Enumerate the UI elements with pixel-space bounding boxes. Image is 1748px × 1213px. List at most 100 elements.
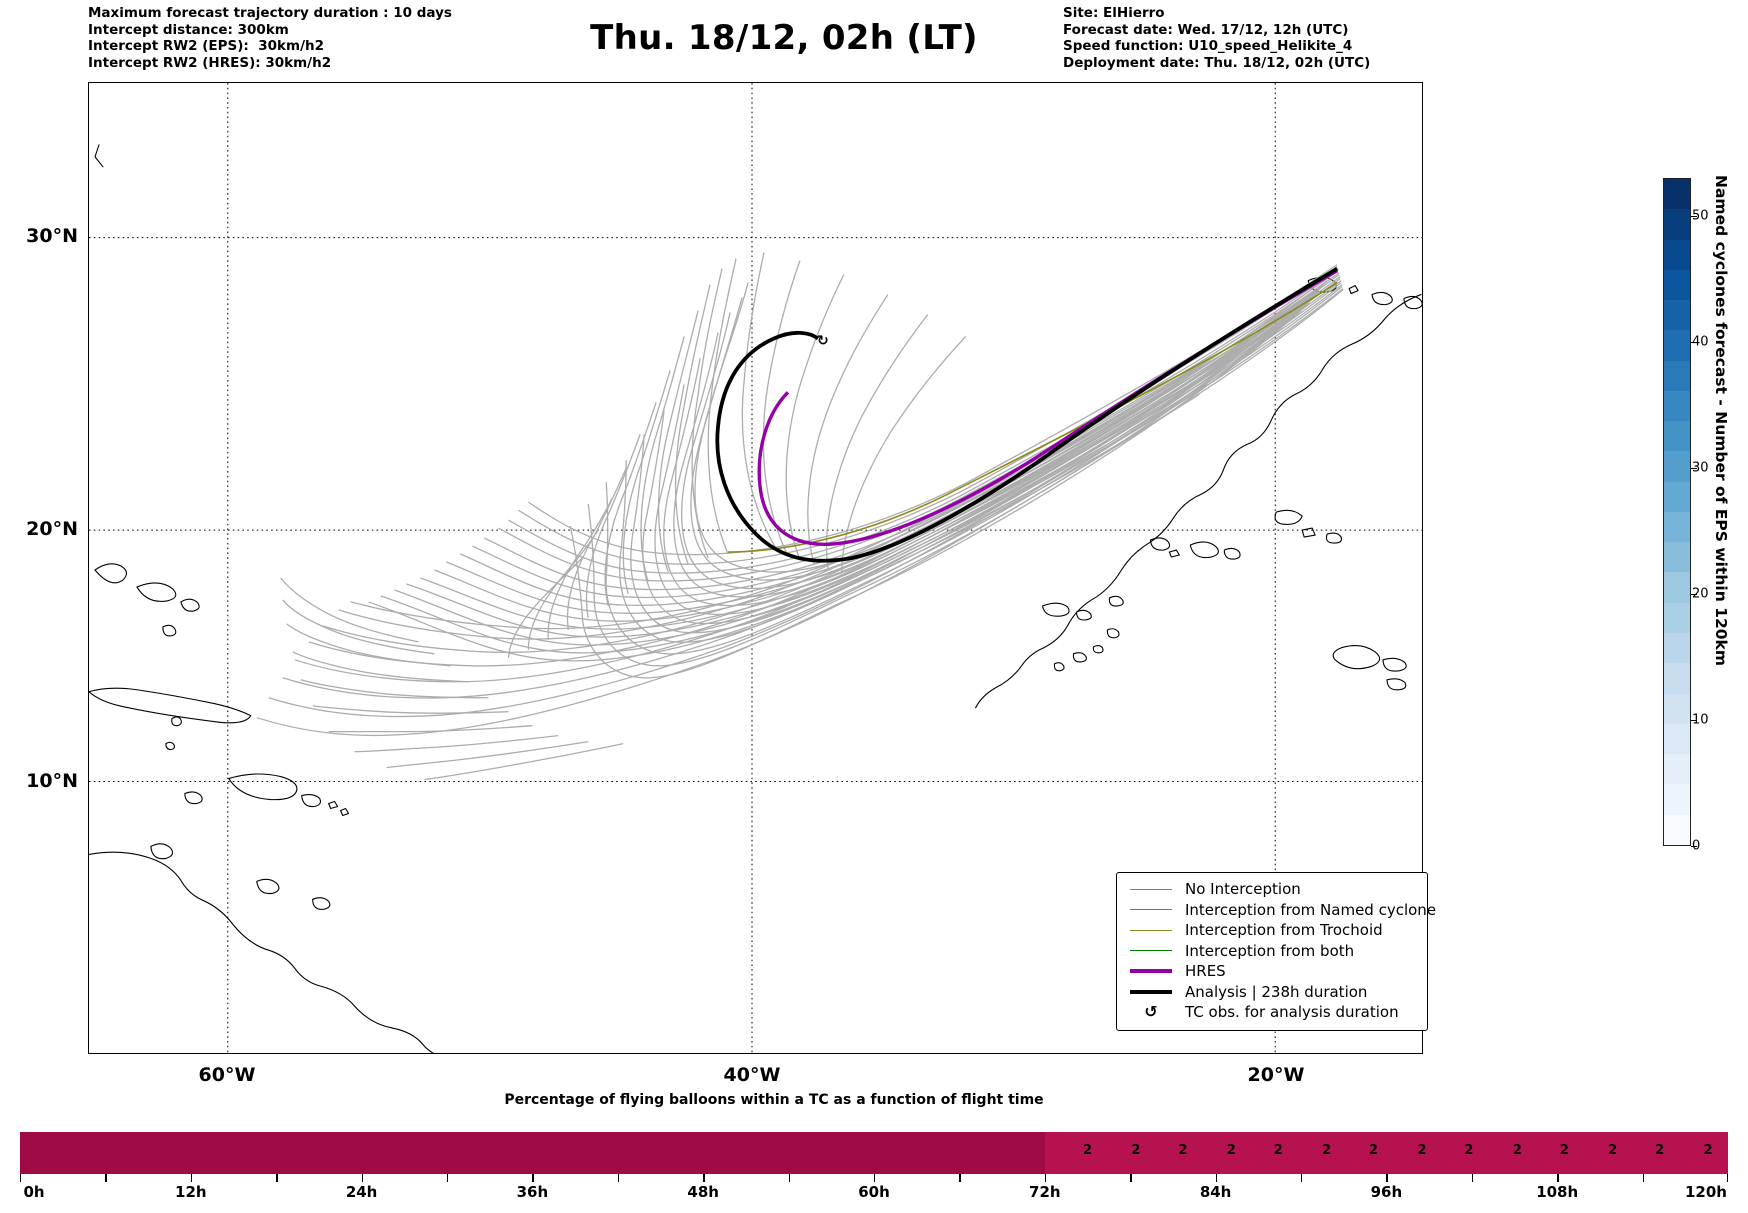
header-right-line-0: Site: ElHierro xyxy=(1063,5,1165,21)
legend-entry-2[interactable]: Interception from Trochoid xyxy=(1125,920,1419,941)
page-title-text: Thu. 18/12, 02h (LT) xyxy=(590,18,978,58)
map-legend[interactable]: No Interception Interception from Named c… xyxy=(1116,872,1436,1031)
timeline-minor-tick xyxy=(532,1174,534,1182)
timeline-value-label-1: 2 xyxy=(1131,1143,1141,1158)
header-right-line-2: Speed function: U10_speed_Helikite_4 xyxy=(1063,38,1353,54)
header-right-line-3: Deployment date: Thu. 18/12, 02h (UTC) xyxy=(1063,54,1371,71)
timeline-minor-tick xyxy=(788,1174,790,1182)
timeline-minor-tick xyxy=(1386,1174,1388,1182)
colorbar-segment xyxy=(1664,602,1690,633)
legend-line-swatch xyxy=(1125,989,1177,994)
legend-entry-4[interactable]: HRES xyxy=(1125,961,1419,982)
legend-entry-0[interactable]: No Interception xyxy=(1125,879,1419,900)
timeline-tick-label-4: 48h xyxy=(687,1183,719,1201)
legend-entry-label: HRES xyxy=(1185,962,1226,981)
header-right-info: Site: ElHierro Forecast date: Wed. 17/12,… xyxy=(1063,5,1370,71)
timeline-title: Percentage of flying balloons within a T… xyxy=(0,1092,1748,1108)
colorbar-tickmark xyxy=(1691,215,1697,217)
colorbar-segment xyxy=(1664,239,1690,270)
timeline-value-label-10: 2 xyxy=(1559,1143,1569,1158)
timeline-value-label-6: 2 xyxy=(1369,1143,1379,1158)
map-canvas xyxy=(89,83,1422,1053)
colorbar-segment xyxy=(1664,542,1690,573)
legend-entry-5[interactable]: Analysis | 238h duration xyxy=(1125,982,1419,1003)
trajectory-interception-trochoid xyxy=(728,281,1338,553)
timeline-minor-tick xyxy=(1726,1174,1728,1182)
legend-line-swatch xyxy=(1125,950,1177,952)
legend-line-swatch xyxy=(1125,929,1177,931)
colorbar-segment xyxy=(1664,723,1690,755)
timeline-minor-tick xyxy=(1642,1174,1644,1182)
colorbar-segment xyxy=(1664,269,1690,301)
axis-y-tick-1: 20°N xyxy=(26,518,78,540)
timeline-minor-tick xyxy=(1215,1174,1217,1182)
trajectory-hres xyxy=(757,269,1338,546)
header-left-info: Maximum forecast trajectory duration : 1… xyxy=(88,5,452,71)
legend-entry-3[interactable]: Interception from both xyxy=(1125,941,1419,962)
colorbar-segment xyxy=(1664,814,1690,845)
legend-swatch-line xyxy=(1130,969,1172,974)
timeline-tick-label-1: 12h xyxy=(175,1183,207,1201)
colorbar[interactable] xyxy=(1663,178,1691,846)
colorbar-segment xyxy=(1664,784,1690,815)
colorbar-tickmark xyxy=(1691,593,1697,595)
timeline-minor-tick xyxy=(190,1174,193,1182)
colorbar-segment xyxy=(1664,663,1690,694)
colorbar-tickmark xyxy=(1691,719,1697,721)
colorbar-segment xyxy=(1664,693,1690,724)
timeline-tick-label-7: 84h xyxy=(1199,1183,1232,1201)
timeline-tick-label-0: 0h xyxy=(23,1183,45,1201)
timeline-value-label-0: 2 xyxy=(1082,1143,1093,1158)
colorbar-title: Named cyclones forecast - Number of EPS … xyxy=(1712,175,1730,666)
legend-entry-label: Analysis | 238h duration xyxy=(1185,982,1368,1001)
timeline-bar-wrap[interactable]: 2 2 2 2 2 2 2 2 2 2 2 2 2 2 xyxy=(20,1132,1728,1174)
timeline-value-label-12: 2 xyxy=(1655,1143,1665,1158)
timeline-value-label-11: 2 xyxy=(1608,1143,1618,1158)
header-left-line-3: Intercept RW2 (HRES): 30km/h2 xyxy=(88,54,332,71)
timeline-value-label-4: 2 xyxy=(1273,1143,1283,1158)
timeline-value-label-7: 2 xyxy=(1417,1143,1427,1158)
legend-swatch-line xyxy=(1130,950,1172,952)
legend-entry-6[interactable]: ↺ TC obs. for analysis duration xyxy=(1125,1002,1419,1023)
legend-line-swatch xyxy=(1125,969,1177,974)
legend-entry-label: No Interception xyxy=(1185,880,1301,899)
timeline-minor-tick xyxy=(1130,1174,1132,1182)
legend-entry-1[interactable]: Interception from Named cyclone xyxy=(1125,900,1436,921)
timeline-tick-label-2: 24h xyxy=(345,1183,378,1201)
colorbar-segment xyxy=(1664,451,1690,482)
colorbar-tick-label-0: 0 xyxy=(1692,838,1701,854)
rotate-arrow-icon: ↺ xyxy=(1144,1002,1158,1022)
legend-entry-label: Interception from both xyxy=(1185,941,1355,960)
colorbar-segment xyxy=(1664,179,1690,210)
timeline-axis: 0h 12h 24h 36h 48h 60h 72h 84h 96h 108h 120h xyxy=(20,1174,1728,1208)
colorbar-segment xyxy=(1664,481,1690,512)
map-gridlines xyxy=(89,83,1422,1053)
timeline-tick-label-6: 72h xyxy=(1029,1183,1061,1201)
timeline-minor-tick xyxy=(1301,1174,1303,1182)
colorbar-segment xyxy=(1664,390,1690,422)
timeline-tick-label-5: 60h xyxy=(858,1183,890,1201)
colorbar-segment xyxy=(1664,300,1690,331)
colorbar-segment xyxy=(1664,754,1690,785)
timeline-value-label-8: 2 xyxy=(1464,1143,1474,1158)
page-title: Thu. 18/12, 02h (LT) xyxy=(0,18,1748,58)
header-left-line-0: Maximum forecast trajectory duration : 1… xyxy=(88,5,452,21)
colorbar-segment xyxy=(1664,360,1690,391)
timeline-minor-tick xyxy=(276,1174,278,1182)
colorbar-tick-label-3: 30 xyxy=(1692,460,1709,476)
timeline-minor-tick xyxy=(447,1174,449,1182)
axis-y-tick-0: 30°N xyxy=(26,225,78,247)
timeline-minor-tick xyxy=(617,1174,620,1182)
timeline-bar[interactable]: 2 2 2 2 2 2 2 2 2 2 2 2 2 2 xyxy=(20,1132,1728,1174)
timeline-value-label-9: 2 xyxy=(1512,1143,1522,1158)
timeline-minor-tick xyxy=(1471,1174,1474,1182)
timeline-segment-0 xyxy=(20,1132,1045,1174)
timeline-title-text: Percentage of flying balloons within a T… xyxy=(504,1092,1044,1108)
colorbar-tick-label-5: 50 xyxy=(1692,208,1709,224)
legend-line-swatch xyxy=(1125,909,1177,911)
colorbar-segment xyxy=(1664,632,1690,664)
colorbar-tickmark xyxy=(1691,467,1697,469)
ensemble-trajectories-no-interception xyxy=(256,252,1344,781)
timeline-tick-label-9: 108h xyxy=(1536,1183,1579,1201)
colorbar-tickmark xyxy=(1691,846,1697,847)
